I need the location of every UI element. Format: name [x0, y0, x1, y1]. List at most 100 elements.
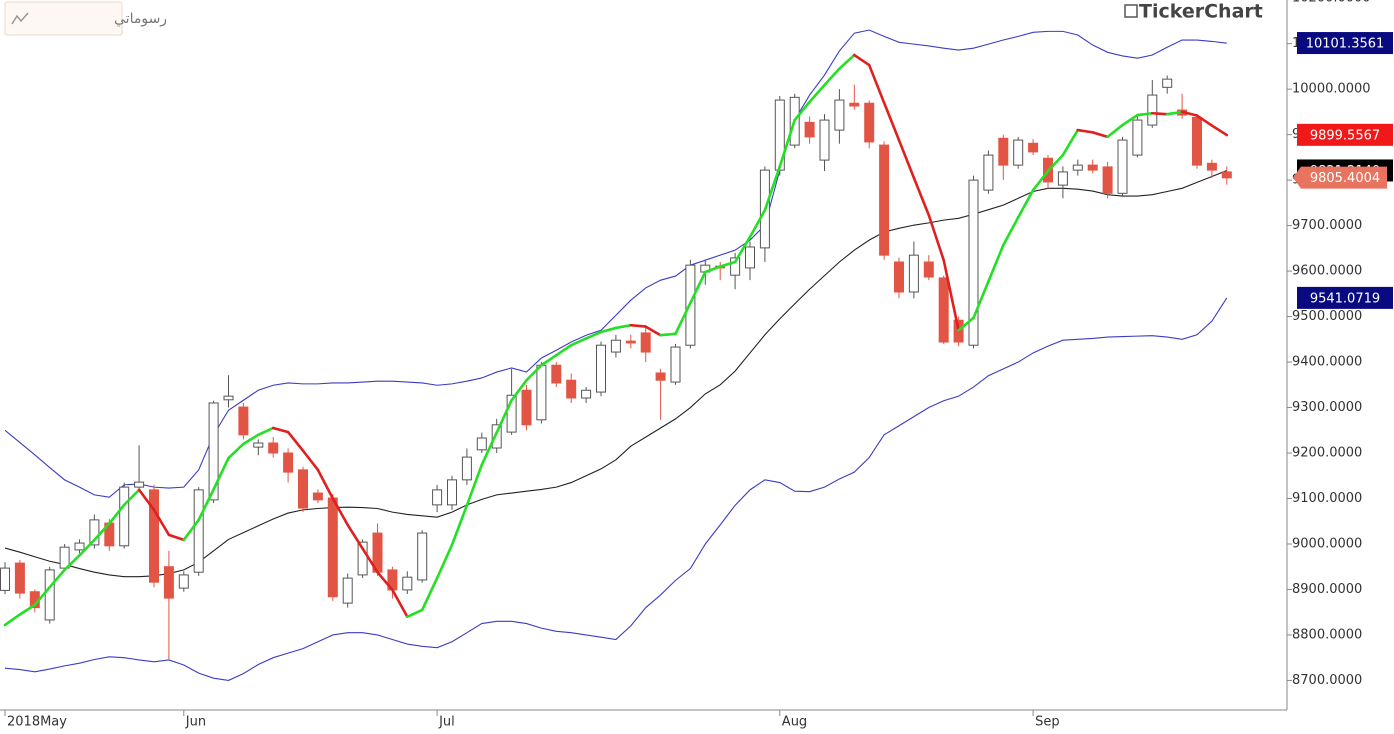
ma-segment — [420, 576, 439, 612]
ma-segment — [122, 488, 141, 507]
ma-segment — [882, 101, 901, 142]
candle-body — [193, 489, 204, 573]
ma-segment — [256, 426, 275, 437]
candle-body — [402, 576, 413, 591]
y-tick-label: 10000.0000 — [1292, 82, 1371, 97]
candle-body — [1117, 139, 1128, 194]
ma-segment — [1046, 153, 1065, 173]
ma-segment — [793, 100, 811, 122]
ma-segment — [480, 431, 499, 467]
candle-body — [14, 562, 25, 594]
ma-segment — [465, 463, 484, 507]
ma-segment — [405, 608, 424, 619]
price-tag — [1293, 166, 1387, 189]
toolbar-button[interactable] — [4, 1, 123, 36]
ma-segment — [435, 543, 454, 580]
ma-segment — [391, 588, 409, 619]
indicator-line — [4, 297, 1228, 682]
ma-segment — [1136, 111, 1154, 117]
ma-segment — [808, 83, 826, 104]
ma-segment — [1016, 188, 1035, 219]
y-tick-label: 10200.0000 — [1292, 0, 1371, 6]
ma-segment — [63, 554, 81, 572]
candle-body — [491, 424, 502, 449]
y-tick-label: 9700.0000 — [1292, 218, 1362, 233]
x-tick-label: Jun — [185, 715, 206, 730]
price-label: 10101.3561 — [1306, 37, 1385, 52]
price-box — [1297, 32, 1393, 55]
candle-body — [223, 395, 234, 401]
candle-body — [968, 179, 979, 346]
ma-segment — [927, 213, 946, 262]
candle-body — [447, 479, 457, 506]
ma-segment — [1195, 114, 1214, 127]
candle-body — [1102, 166, 1113, 194]
ma-segment — [376, 570, 394, 592]
candle-body — [119, 486, 130, 547]
candle-body — [238, 406, 249, 436]
ma-segment — [957, 316, 975, 332]
ma-segment — [1165, 110, 1184, 116]
ma-segment — [242, 433, 260, 446]
ma-segment — [1180, 110, 1199, 117]
candle-body — [283, 452, 294, 473]
candle-body — [640, 332, 651, 353]
candle-body — [461, 456, 472, 481]
ma-segment — [614, 323, 633, 330]
ma-segment — [569, 337, 588, 347]
overlay: رسوماتي TickerChart — [4, 1, 1263, 36]
candle-body — [849, 102, 860, 107]
candle-body — [536, 364, 547, 421]
candle-body — [1221, 171, 1232, 179]
candle-body — [74, 542, 85, 551]
y-tick-label: 8800.0000 — [1292, 627, 1362, 642]
ma-segment — [361, 547, 379, 574]
candle-body — [834, 99, 845, 131]
ma-segment — [987, 243, 1005, 283]
y-tick-label: 9600.0000 — [1292, 264, 1362, 279]
ma-segment — [554, 343, 573, 357]
candle-body — [1147, 94, 1158, 126]
price-box — [1297, 123, 1393, 146]
ma-segment — [197, 488, 215, 522]
ma-segment — [584, 330, 603, 340]
ma-segment — [1210, 124, 1229, 137]
candle-body — [1162, 78, 1173, 88]
watermark-icon — [1124, 4, 1138, 18]
candle-body — [521, 389, 532, 426]
ma-segment — [93, 522, 111, 542]
y-tick-label: 9400.0000 — [1292, 355, 1362, 370]
candle-body — [312, 492, 323, 501]
candle-body — [1192, 116, 1202, 166]
candle-body — [596, 344, 606, 393]
candle-body — [417, 532, 428, 581]
x-tick-label: Aug — [782, 715, 807, 730]
y-tick-label: 8700.0000 — [1292, 673, 1362, 688]
ma-segment — [644, 325, 662, 337]
ma-segment — [763, 165, 782, 212]
candle-body — [342, 577, 353, 604]
candle-body — [894, 261, 904, 293]
y-tick-label: 9200.0000 — [1292, 446, 1362, 461]
candle-body — [1028, 142, 1039, 153]
ma-segment — [1076, 128, 1094, 134]
ma-segment — [346, 523, 364, 550]
y-tick-label: 9300.0000 — [1292, 400, 1362, 415]
ma-segment — [629, 323, 648, 328]
candle-body — [745, 246, 755, 269]
candle-body — [149, 489, 159, 583]
candle-body — [253, 442, 264, 448]
candle-body — [551, 364, 562, 384]
ma-segment — [510, 378, 528, 402]
candle-body — [581, 389, 592, 399]
candle-body — [89, 519, 100, 546]
candle-body — [476, 437, 487, 451]
candle-body — [566, 379, 577, 399]
ma-segment — [301, 449, 320, 472]
candle-body — [1132, 119, 1143, 156]
toolbar-label: رسوماتي — [114, 11, 167, 27]
ma-segment — [525, 363, 543, 382]
indicator-line — [4, 170, 1228, 578]
